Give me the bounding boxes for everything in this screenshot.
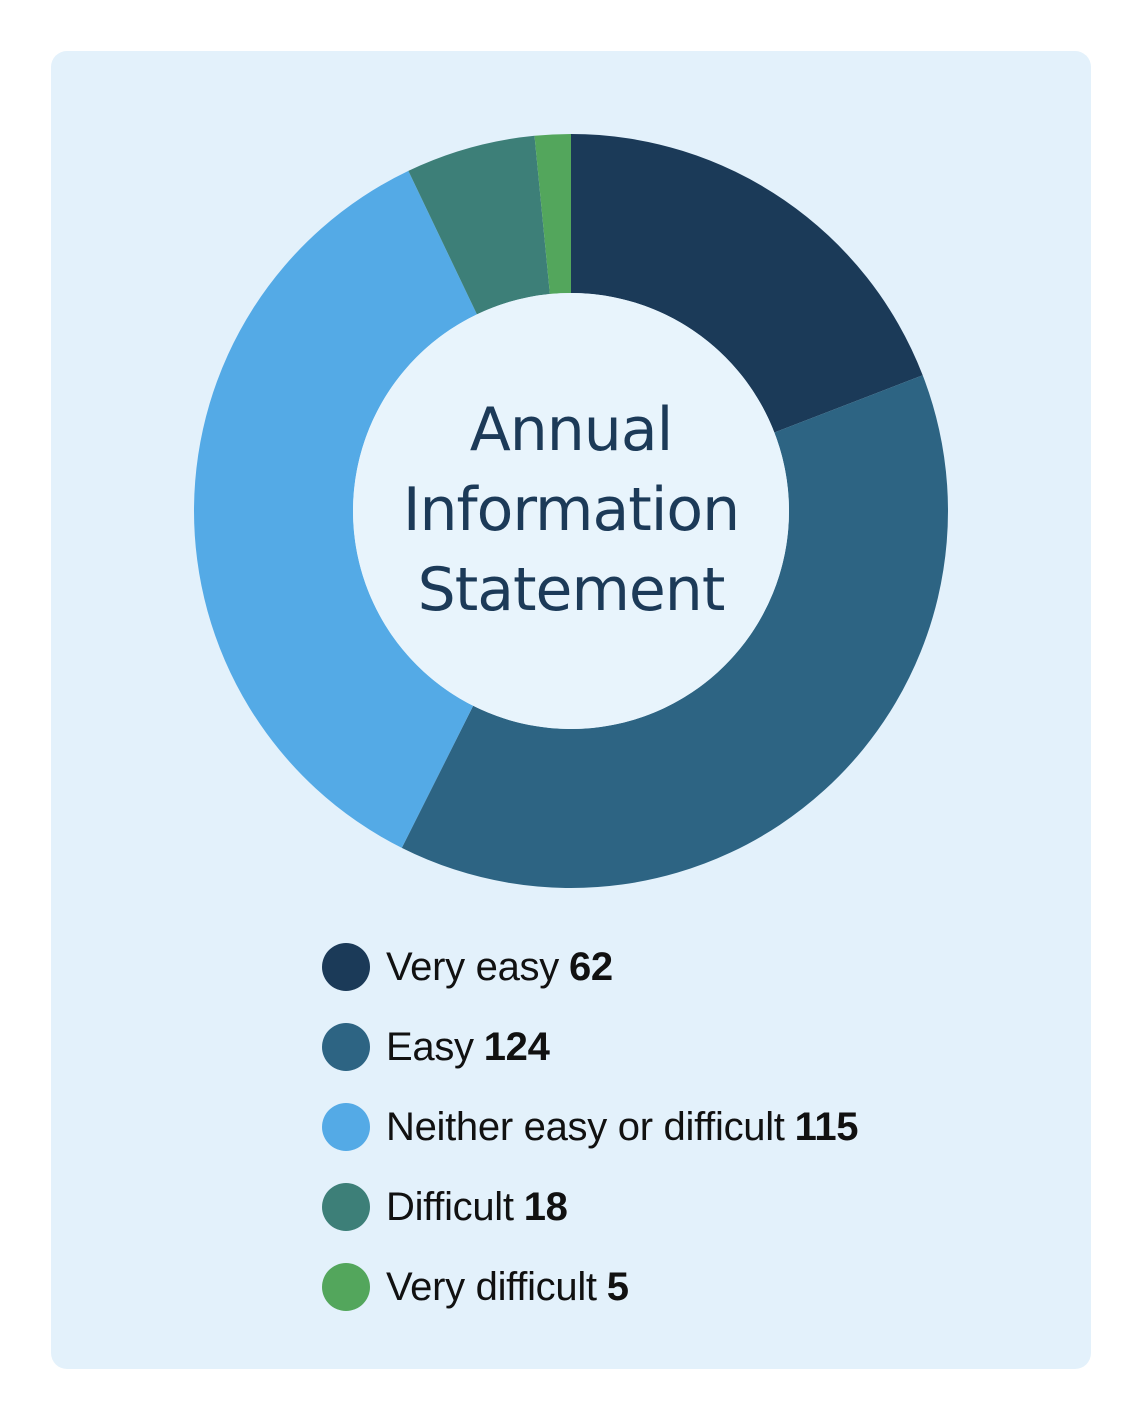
legend-value-very-easy: 62 (568, 944, 613, 989)
chart-title-line-2: Information (402, 475, 740, 545)
legend-value-easy: 124 (483, 1024, 550, 1069)
donut-hole (353, 293, 789, 729)
legend-label-neither: Neither easy or difficult (386, 1104, 785, 1149)
legend-value-difficult: 18 (523, 1184, 568, 1229)
donut-segment-very-difficult (534, 134, 571, 295)
chart-legend: Very easy 62 Easy 124 Neither easy or diff… (322, 943, 1022, 1343)
chart-title: Annual Information Statement (371, 390, 771, 630)
legend-swatch-very-easy (322, 943, 370, 991)
legend-item-very-easy: Very easy 62 (322, 943, 1022, 991)
legend-item-difficult: Difficult 18 (322, 1183, 1022, 1231)
donut-segment-very-easy (571, 134, 923, 433)
donut-segment-difficult (408, 135, 550, 315)
legend-label-very-difficult: Very difficult (386, 1264, 597, 1309)
legend-item-easy: Easy 124 (322, 1023, 1022, 1071)
legend-swatch-easy (322, 1023, 370, 1071)
legend-swatch-difficult (322, 1183, 370, 1231)
legend-item-neither: Neither easy or difficult 115 (322, 1103, 1022, 1151)
legend-item-very-difficult: Very difficult 5 (322, 1263, 1022, 1311)
chart-title-line-3: Statement (417, 555, 726, 625)
legend-swatch-very-difficult (322, 1263, 370, 1311)
legend-label-difficult: Difficult (386, 1184, 514, 1229)
donut-segment-easy (401, 375, 948, 888)
legend-label-very-easy: Very easy (386, 944, 559, 989)
chart-title-line-1: Annual (469, 395, 674, 465)
legend-value-neither: 115 (794, 1104, 859, 1149)
legend-label-easy: Easy (386, 1024, 474, 1069)
legend-value-very-difficult: 5 (606, 1264, 629, 1309)
legend-swatch-neither (322, 1103, 370, 1151)
donut-segment-neither (194, 170, 477, 848)
donut-chart (194, 134, 948, 888)
